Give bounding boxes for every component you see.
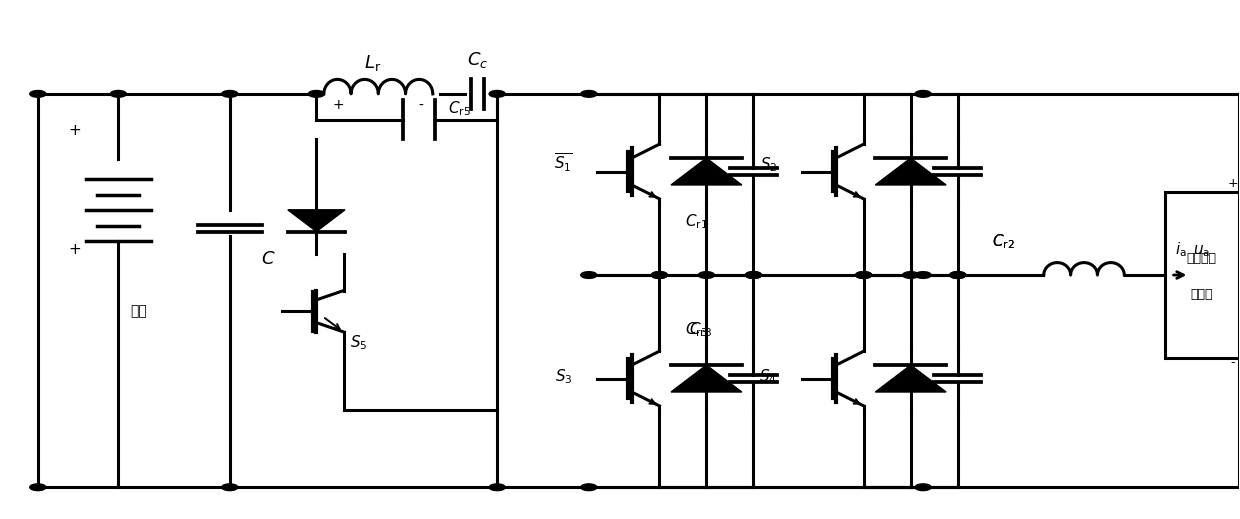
- Circle shape: [30, 90, 46, 97]
- Text: +: +: [68, 242, 82, 257]
- Polygon shape: [288, 210, 345, 231]
- Circle shape: [856, 271, 872, 278]
- Text: $C_{\mathrm{r2}}$: $C_{\mathrm{r2}}$: [992, 233, 1014, 251]
- Circle shape: [915, 90, 931, 97]
- Circle shape: [222, 90, 238, 97]
- Text: 或负载: 或负载: [1190, 289, 1213, 302]
- Text: $C_{\mathrm{r3}}$: $C_{\mathrm{r3}}$: [688, 321, 712, 339]
- Text: $C_{\mathrm{r1}}$: $C_{\mathrm{r1}}$: [686, 212, 708, 230]
- Polygon shape: [875, 158, 946, 185]
- Text: $S_{5}$: $S_{5}$: [350, 334, 367, 352]
- Text: 电池: 电池: [130, 304, 148, 318]
- Circle shape: [580, 90, 596, 97]
- Circle shape: [651, 271, 667, 278]
- Circle shape: [856, 271, 872, 278]
- Text: $C_{c}$: $C_{c}$: [466, 50, 489, 71]
- Text: $S_{3}$: $S_{3}$: [556, 367, 573, 386]
- Text: -: -: [418, 99, 423, 113]
- Circle shape: [915, 271, 931, 278]
- Circle shape: [950, 271, 966, 278]
- Text: 交流电网: 交流电网: [1187, 252, 1216, 265]
- Text: $C_{\mathrm{r3}}$: $C_{\mathrm{r3}}$: [684, 321, 708, 339]
- Circle shape: [950, 271, 966, 278]
- Text: $C$: $C$: [260, 251, 275, 268]
- Circle shape: [110, 90, 126, 97]
- Bar: [1164, 192, 1239, 358]
- Polygon shape: [671, 365, 742, 392]
- Text: $\overline{S_{1}}$: $\overline{S_{1}}$: [554, 151, 573, 174]
- Polygon shape: [671, 158, 742, 185]
- Text: $S_{2}$: $S_{2}$: [760, 155, 777, 174]
- Circle shape: [30, 484, 46, 490]
- Text: $L_{\mathrm{r}}$: $L_{\mathrm{r}}$: [363, 53, 381, 73]
- Polygon shape: [875, 365, 946, 392]
- Circle shape: [745, 271, 761, 278]
- Circle shape: [698, 271, 714, 278]
- Text: $u_{\mathrm{a}}$: $u_{\mathrm{a}}$: [1193, 243, 1210, 259]
- Text: +: +: [1228, 177, 1238, 190]
- Circle shape: [745, 271, 761, 278]
- Text: $C_{\mathrm{r5}}$: $C_{\mathrm{r5}}$: [448, 100, 470, 118]
- Circle shape: [309, 90, 325, 97]
- Circle shape: [489, 90, 505, 97]
- Circle shape: [580, 484, 596, 490]
- Text: +: +: [332, 99, 345, 113]
- Circle shape: [489, 484, 505, 490]
- Text: $i_{\mathrm{a}}$: $i_{\mathrm{a}}$: [1174, 240, 1187, 259]
- Text: $S_{4}$: $S_{4}$: [759, 367, 777, 386]
- Text: +: +: [68, 122, 82, 138]
- Circle shape: [222, 484, 238, 490]
- Text: $C_{\mathrm{r2}}$: $C_{\mathrm{r2}}$: [992, 233, 1014, 251]
- Circle shape: [580, 271, 596, 278]
- Text: -: -: [1230, 356, 1235, 368]
- Circle shape: [651, 271, 667, 278]
- Circle shape: [915, 484, 931, 490]
- Circle shape: [903, 271, 919, 278]
